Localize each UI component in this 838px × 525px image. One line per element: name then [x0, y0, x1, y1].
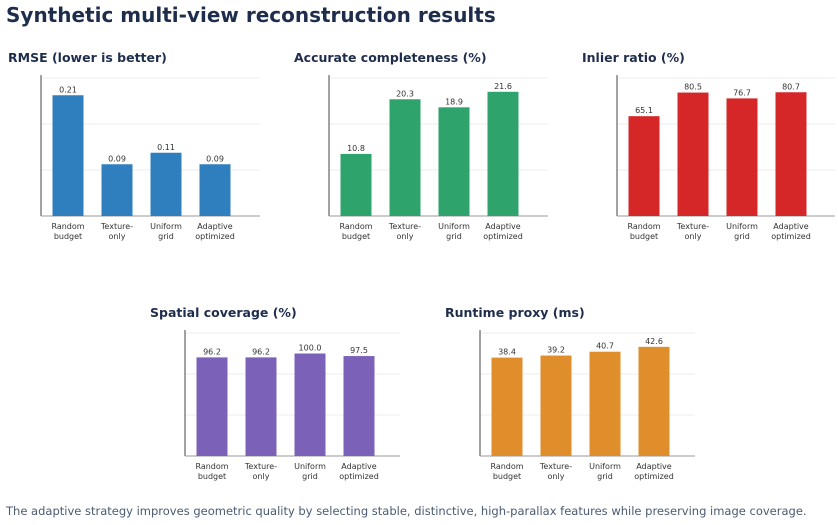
page-title: Synthetic multi-view reconstruction resu… [6, 3, 496, 27]
value-label: 0.11 [157, 143, 175, 152]
x-tick-label: Texture-only [388, 222, 422, 241]
bar [628, 116, 660, 216]
x-tick-label: Texture-only [244, 462, 278, 481]
value-label: 65.1 [635, 106, 653, 115]
x-tick-label: Random budget [627, 222, 661, 241]
bar [638, 346, 670, 456]
x-tick-label: Texture-only [539, 462, 573, 481]
value-label: 18.9 [445, 97, 463, 106]
x-tick-label: Adaptive optimized [339, 462, 379, 481]
chart-title: Runtime proxy (ms) [445, 305, 585, 320]
chart-title: RMSE (lower is better) [8, 50, 167, 65]
bar [150, 152, 182, 216]
value-label: 40.7 [596, 342, 614, 351]
x-tick-label: Adaptive optimized [195, 222, 235, 241]
value-label: 0.09 [206, 154, 224, 163]
bar [726, 98, 758, 216]
value-label: 0.09 [108, 154, 126, 163]
bar [389, 99, 421, 216]
chart-title: Inlier ratio (%) [582, 50, 685, 65]
value-label: 0.21 [59, 85, 77, 94]
bar [52, 95, 84, 216]
bar [775, 92, 807, 216]
bar [343, 356, 375, 456]
value-label: 96.2 [252, 347, 270, 356]
value-label: 80.5 [684, 83, 702, 92]
bar [199, 164, 231, 216]
bar [101, 164, 133, 216]
bar [196, 357, 228, 456]
value-label: 10.8 [347, 144, 365, 153]
x-tick-label: Adaptive optimized [483, 222, 523, 241]
value-label: 21.6 [494, 82, 512, 91]
bar [487, 91, 519, 216]
x-tick-label: Adaptive optimized [634, 462, 674, 481]
x-tick-label: Adaptive optimized [771, 222, 811, 241]
bar [340, 153, 372, 216]
x-tick-label: Random budget [490, 462, 524, 481]
x-tick-label: Random budget [339, 222, 373, 241]
value-label: 100.0 [299, 344, 322, 353]
bar [294, 353, 326, 456]
value-label: 42.6 [645, 337, 663, 346]
x-tick-label: Texture-only [676, 222, 710, 241]
value-label: 80.7 [782, 82, 800, 91]
x-tick-label: Uniform grid [438, 222, 470, 241]
x-tick-label: Random budget [51, 222, 85, 241]
x-tick-label: Uniform grid [294, 462, 326, 481]
bar [677, 92, 709, 216]
bar [438, 107, 470, 216]
x-tick-label: Uniform grid [150, 222, 182, 241]
bar [491, 357, 523, 456]
bar [589, 351, 621, 456]
bar [245, 357, 277, 456]
value-label: 97.5 [350, 346, 368, 355]
x-tick-label: Random budget [195, 462, 229, 481]
value-label: 39.2 [547, 346, 565, 355]
chart-title: Accurate completeness (%) [294, 50, 487, 65]
value-label: 76.7 [733, 88, 751, 97]
value-label: 96.2 [203, 347, 221, 356]
bar [540, 355, 572, 456]
x-tick-label: Texture-only [100, 222, 134, 241]
caption: The adaptive strategy improves geometric… [6, 504, 807, 518]
value-label: 20.3 [396, 89, 414, 98]
x-tick-label: Uniform grid [589, 462, 621, 481]
value-label: 38.4 [498, 348, 516, 357]
x-tick-label: Uniform grid [726, 222, 758, 241]
chart-title: Spatial coverage (%) [150, 305, 297, 320]
